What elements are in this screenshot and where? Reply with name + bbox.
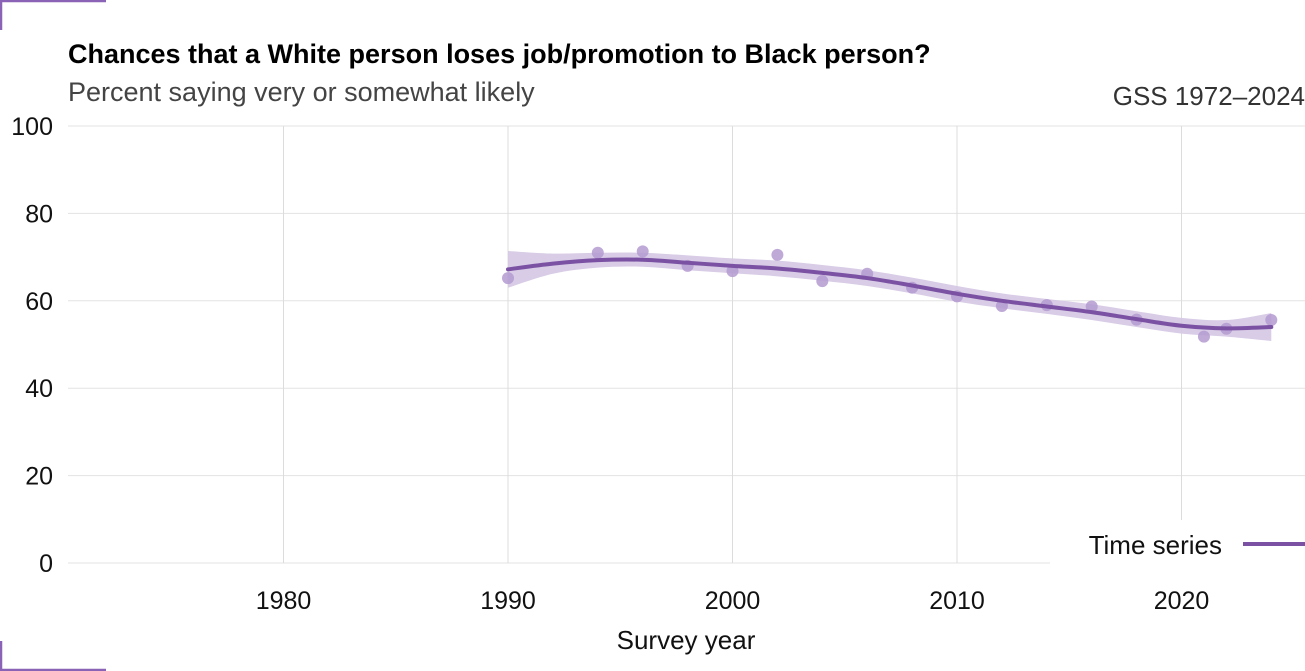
data-point-2016 [1085, 300, 1098, 313]
top-left-corner-mark [0, 0, 106, 30]
trend-line [506, 257, 1274, 331]
y-tick-label-20: 20 [25, 463, 53, 491]
data-point-2021 [1197, 330, 1210, 343]
data-point-2004 [816, 275, 829, 288]
y-tick-label-40: 40 [25, 375, 53, 403]
confidence-band [508, 250, 1272, 342]
x-tick-label-2020: 2020 [1154, 587, 1210, 615]
data-point-2024 [1265, 314, 1278, 327]
data-point-2002 [771, 248, 784, 261]
data-point-1996 [636, 245, 649, 258]
legend-label: Time series [1089, 530, 1222, 560]
x-tick-label-1990: 1990 [480, 587, 536, 615]
trend-line-path [506, 257, 1274, 331]
y-axis-tick-labels: 0 20 40 60 80 100 [11, 113, 53, 578]
x-tick-label-2000: 2000 [705, 587, 761, 615]
legend: Time series [1089, 530, 1305, 560]
horizontal-gridlines [68, 125, 1305, 564]
y-tick-label-100: 100 [11, 113, 53, 141]
y-tick-label-0: 0 [39, 550, 53, 578]
y-tick-label-80: 80 [25, 200, 53, 228]
vertical-gridlines [283, 126, 1182, 563]
x-axis-tick-labels: 1980 1990 2000 2010 2020 [256, 587, 1210, 615]
bottom-left-corner-mark [0, 641, 106, 671]
x-tick-label-2010: 2010 [929, 587, 985, 615]
data-point-2000 [726, 265, 739, 278]
data-point-1990 [502, 272, 514, 285]
chart-title: Chances that a White person loses job/pr… [68, 39, 931, 69]
x-axis-title: Survey year [617, 625, 756, 655]
chart-caption: GSS 1972–2024 [1113, 81, 1305, 111]
chart-subtitle: Percent saying very or somewhat likely [68, 77, 535, 107]
y-tick-label-60: 60 [25, 288, 53, 316]
confidence-band-area [508, 250, 1272, 342]
x-tick-label-1980: 1980 [256, 587, 312, 615]
corner-marks [0, 0, 106, 671]
data-point-1994 [591, 246, 604, 259]
